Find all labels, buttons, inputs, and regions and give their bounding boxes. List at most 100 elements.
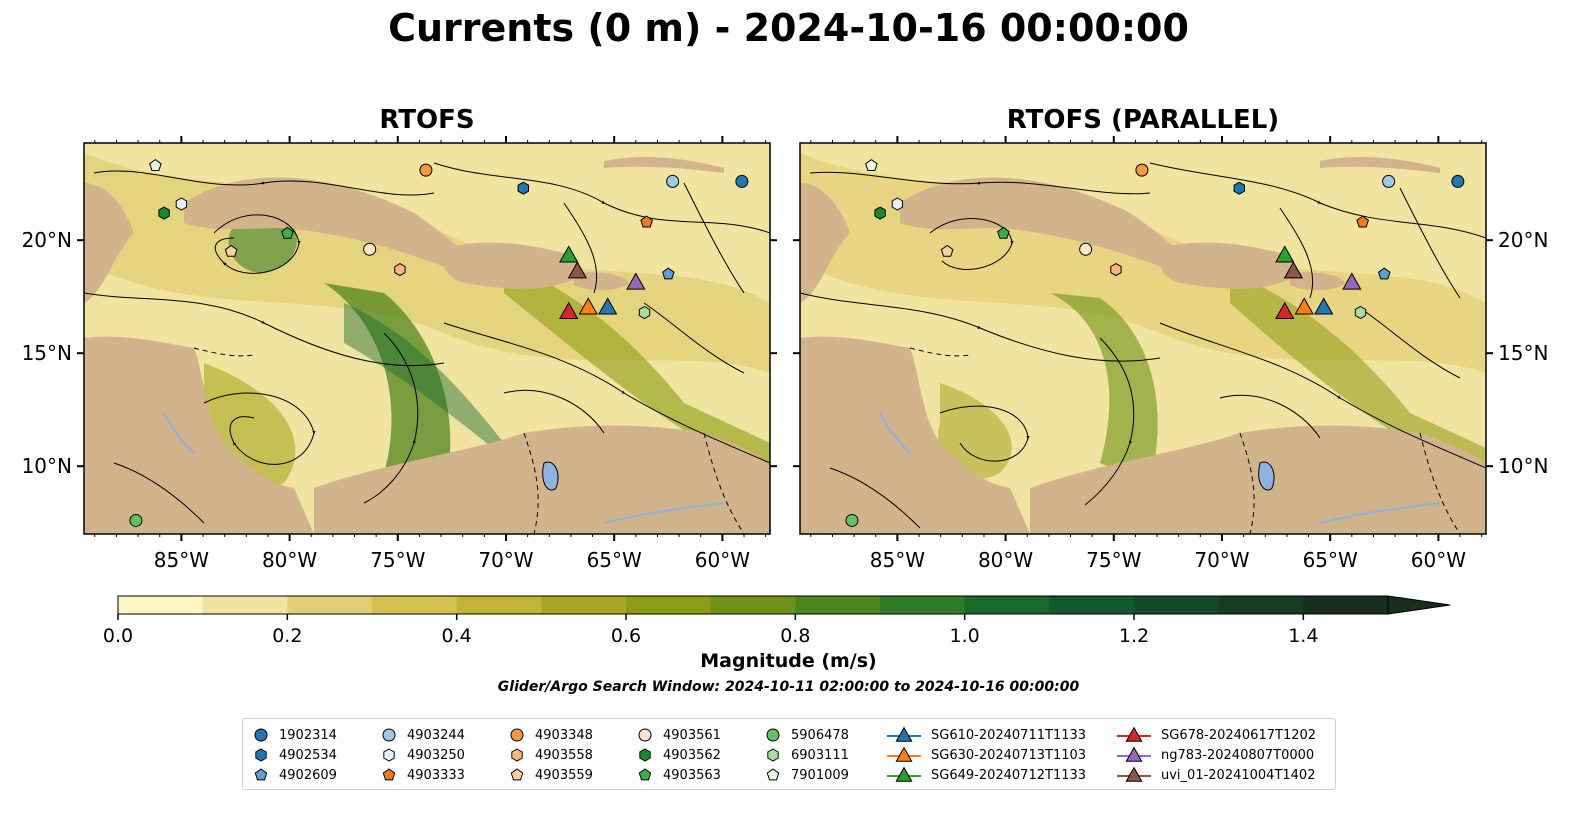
lon-tick-label: 85°W [154,548,209,572]
argo-symbol-icon [382,768,396,781]
glider-symbol-icon [1117,726,1151,742]
lon-tick-label: 75°W [370,548,425,572]
glider-SG649-20240712T1133 [1275,245,1295,263]
glider-SG610-20240711T1133 [598,297,618,315]
legend-argo-4902609: 4902609 [253,765,337,785]
argo-float-4903558 [394,263,406,277]
map-axes-rtofs: 85°W 80°W 75°W 70°W 65°W 60°W 10°N 15°N 20°N [22,136,777,572]
legend-label: 4903559 [535,767,593,783]
legend-label: 4903348 [535,727,593,743]
legend-label: 4903244 [407,727,465,743]
lon-tick-label: 70°W [478,548,533,572]
argo-float-4903244 [1382,174,1396,188]
streamlines [84,162,770,524]
lon-tick-label: 85°W [870,548,925,572]
argo-float-4903250 [175,197,188,211]
legend: 1902314 4902534 4902609 4903244 4903250 49033… [242,718,1336,790]
legend-label: SG649-20240712T1133 [931,767,1087,783]
legend-column: 5906478 6903111 7901009 [765,725,849,785]
legend-column: SG610-20240711T1133 SG630-20240713T1103 SG… [887,725,1086,785]
glider-ng783-20240807T0000 [626,272,646,290]
glider-SG678-20240617T1202 [559,301,579,320]
colorbar-segment [1218,596,1304,614]
colorbar-tick-label: 0.4 [442,625,472,647]
argo-symbol-icon [383,748,395,762]
legend-column: 4903244 4903250 4903333 [381,725,465,785]
legend-column: 4903561 4903562 4903563 [637,725,721,785]
colorbar-tick-label: 0.0 [103,625,133,647]
argo-symbol-icon [766,728,780,742]
lon-tick-label: 65°W [1303,548,1358,572]
country-borders [193,347,745,534]
colorbar-segment [626,596,712,614]
lon-tick-label: 60°W [1411,548,1466,572]
legend-label: 4903563 [663,767,721,783]
river [879,412,1441,524]
legend-column: SG678-20240617T1202 ng783-20240807T0000 uv… [1117,725,1316,785]
argo-float-4903561 [1079,242,1093,256]
colorbar-label: Magnitude (m/s) [700,650,877,672]
lat-tick-label: 20°N [22,228,72,252]
colorbar-tick-label: 1.4 [1288,625,1318,647]
legend-label: 4903561 [663,727,721,743]
map-panel-rtofs-parallel: 85°W 80°W 75°W 70°W 65°W 60°W 10°N 15°N 20°N [793,136,1548,572]
colorbar-segment [1134,596,1220,614]
land [84,157,770,534]
glider-SG678-20240617T1202 [1275,301,1295,320]
colorbar-segment [1303,596,1389,614]
argo-float-4903333 [1356,215,1369,228]
map-panel-rtofs: 85°W 80°W 75°W 70°W 65°W 60°W 10°N 15°N 20°N [22,136,777,572]
glider-symbol-icon [887,726,921,742]
colorbar-segment [287,596,373,614]
colorbar-segment [795,596,881,614]
legend-label: 6903111 [791,747,849,763]
colorbar-segment [202,596,288,614]
colorbar-tick-label: 0.8 [780,625,810,647]
country-borders [909,347,1461,534]
glider-symbol-icon [887,766,921,782]
glider-symbol-icon [1117,766,1151,782]
legend-argo-4903333: 4903333 [381,765,465,785]
argo-float-4903561 [363,242,377,256]
argo-float-4903348 [419,163,433,177]
argo-float-4903333 [640,215,653,228]
argo-float-1902314 [735,174,749,188]
argo-float-4902609 [1378,267,1391,280]
map-frame [83,142,771,535]
legend-label: 7901009 [791,767,849,783]
legend-column: 4903348 4903558 4903559 [509,725,593,785]
colorbar-tick-label: 0.2 [272,625,302,647]
map-frame [799,142,1487,535]
observation-markers-rtofs-parallel [845,158,1465,527]
argo-float-4903559 [224,244,238,257]
lon-tick-label: 65°W [587,548,642,572]
colorbar-tick-label: 0.6 [611,625,641,647]
argo-float-4903250 [891,197,904,211]
legend-label: 4902534 [279,747,337,763]
argo-float-4903562 [158,206,170,220]
argo-float-4903558 [1110,263,1122,277]
argo-symbol-icon [255,748,267,762]
lat-tick-label: 15°N [1498,341,1548,365]
argo-float-7901009 [865,158,878,171]
lon-tick-label: 70°W [1194,548,1249,572]
lon-tick-label: 60°W [695,548,750,572]
legend-label: 4903558 [535,747,593,763]
legend-argo-4902534: 4902534 [253,745,337,765]
colorbar-tick-label: 1.0 [950,625,980,647]
legend-glider-SG678-20240617T1202: SG678-20240617T1202 [1117,725,1316,745]
lat-tick-label: 10°N [1498,454,1548,478]
glider-uvi_01-20241004T1402 [1283,261,1304,279]
argo-float-4903244 [666,174,680,188]
legend-argo-1902314: 1902314 [253,725,337,745]
colorbar: 0.0 0.2 0.4 0.6 0.8 1.0 1.2 1.4 [103,595,1451,647]
argo-float-4903562 [874,206,886,220]
legend-column: 1902314 4902534 4902609 [253,725,337,785]
argo-symbol-icon [254,768,268,781]
glider-SG630-20240713T1103 [578,297,598,315]
colorbar-segment [1049,596,1135,614]
legend-label: 4903562 [663,747,721,763]
legend-argo-4903562: 4903562 [637,745,721,765]
figure-title: Currents (0 m) - 2024-10-16 00:00:00 [388,6,1189,50]
lake [1258,461,1275,491]
